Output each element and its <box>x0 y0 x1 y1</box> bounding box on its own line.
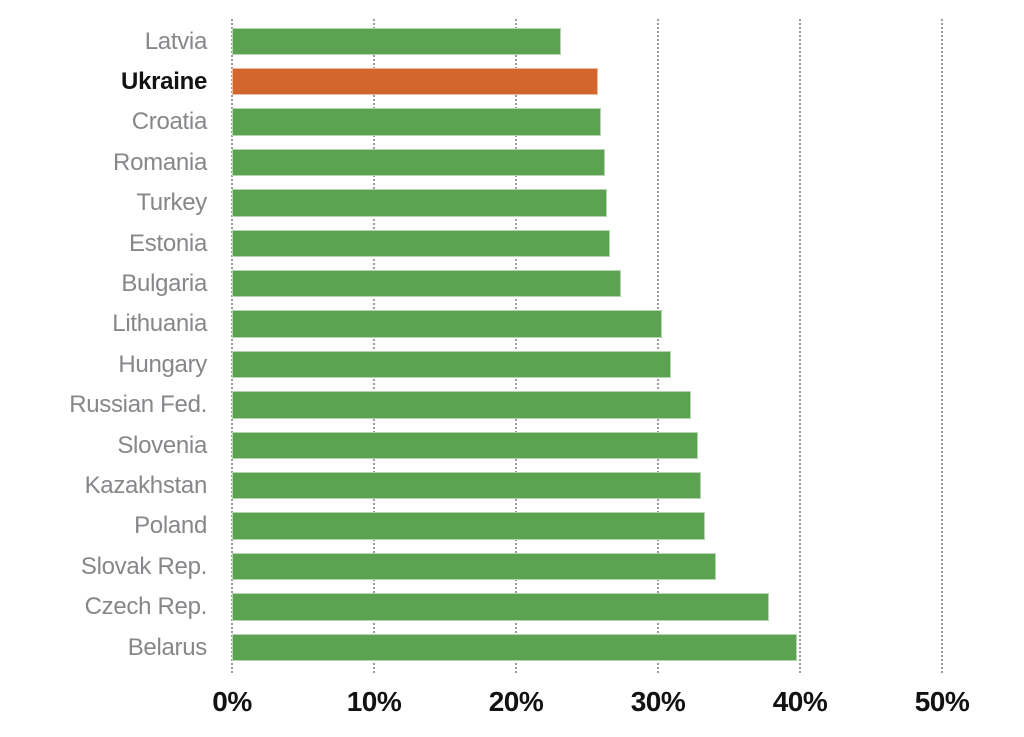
bar <box>232 108 602 136</box>
bar <box>232 148 606 177</box>
gridline <box>231 19 233 673</box>
bar <box>232 593 769 621</box>
gridline <box>515 19 517 673</box>
category-label: Russian Fed. <box>69 391 207 419</box>
category-label: Lithuania <box>112 310 207 338</box>
bar <box>232 27 562 55</box>
category-label: Turkey <box>136 189 207 217</box>
category-label: Hungary <box>118 350 207 378</box>
category-label: Slovak Rep. <box>80 552 207 580</box>
category-label: Slovenia <box>117 431 207 459</box>
bar <box>232 310 663 338</box>
x-tick-label: 10% <box>346 686 402 717</box>
category-label: Kazakhstan <box>84 471 208 499</box>
x-tick-label: 50% <box>914 686 970 717</box>
x-tick-label: 40% <box>772 686 828 717</box>
x-tick-label: 0% <box>212 686 252 717</box>
category-label: Poland <box>134 512 207 540</box>
gridline <box>657 19 659 673</box>
category-label: Ukraine <box>121 67 207 95</box>
bar <box>232 512 705 540</box>
bar <box>232 552 717 581</box>
category-label: Latvia <box>144 27 208 55</box>
bar <box>232 350 671 379</box>
bar <box>232 391 691 419</box>
x-tick-label: 30% <box>630 686 686 717</box>
bar <box>232 269 622 298</box>
category-label: Estonia <box>129 229 207 257</box>
gridline <box>941 19 943 673</box>
category-label: Bulgaria <box>121 269 207 297</box>
bar <box>232 471 701 500</box>
bar <box>232 431 698 459</box>
category-label: Romania <box>113 148 207 176</box>
category-label: Belarus <box>127 633 208 661</box>
x-tick-label: 20% <box>488 686 544 717</box>
category-label: Croatia <box>131 108 208 136</box>
bar-highlighted <box>232 67 599 96</box>
bar <box>232 189 607 217</box>
category-label: Czech Rep. <box>84 593 208 621</box>
gridline <box>373 19 375 673</box>
bar <box>232 229 610 257</box>
bar <box>232 633 798 661</box>
gridline <box>799 19 801 673</box>
